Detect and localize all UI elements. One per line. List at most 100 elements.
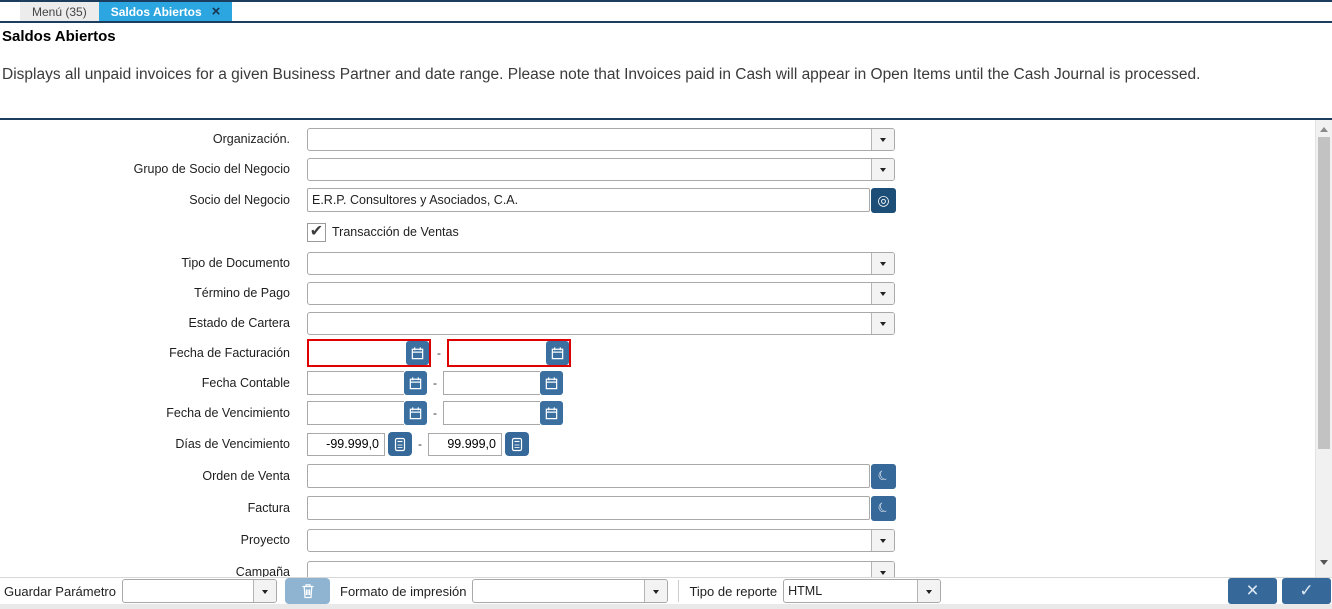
calendar-button[interactable] [404, 401, 427, 425]
report-type-value: HTML [788, 584, 823, 598]
orden-venta-lookup-button[interactable]: ☾ [871, 463, 896, 489]
dias-vencimiento-from-input[interactable] [307, 432, 385, 456]
confirm-button[interactable]: ✓ [1282, 578, 1331, 604]
report-type-select[interactable]: HTML [783, 579, 942, 603]
chevron-down-icon[interactable] [871, 158, 894, 180]
calendar-icon [545, 406, 558, 419]
fecha-facturacion-to-input[interactable] [449, 341, 546, 365]
chevron-down-icon[interactable] [871, 312, 894, 334]
fecha-contable-from-input[interactable] [307, 371, 404, 395]
calendar-button[interactable] [540, 401, 563, 425]
row-fecha-vencimiento: Fecha de Vencimiento - [0, 398, 1315, 428]
estado-cartera-value [308, 313, 871, 334]
cancel-button[interactable]: × [1228, 578, 1277, 604]
fecha-facturacion-from-input[interactable] [309, 341, 406, 365]
chevron-down-icon[interactable] [871, 128, 894, 150]
range-separator: - [433, 376, 437, 390]
factura-lookup-button[interactable]: ☾ [871, 495, 896, 521]
fecha-facturacion-to-field [447, 339, 571, 367]
toolbar-divider [678, 580, 680, 602]
grupo-socio-select[interactable] [307, 157, 895, 181]
chevron-down-icon[interactable] [917, 580, 941, 602]
transaccion-ventas-checkbox[interactable]: ✔ [307, 222, 326, 242]
chevron-down-icon[interactable] [644, 580, 668, 602]
business-partner-search-button[interactable]: ◎ [871, 187, 896, 213]
proyecto-select[interactable] [307, 528, 895, 552]
campana-select[interactable] [307, 560, 895, 577]
orden-venta-label: Orden de Venta [202, 469, 290, 483]
close-tab-icon[interactable]: × [211, 3, 221, 20]
organizacion-select[interactable] [307, 127, 895, 151]
proyecto-value [308, 530, 871, 551]
save-parameter-select[interactable] [122, 579, 277, 603]
save-parameter-value [123, 580, 253, 602]
row-termino-pago: Término de Pago [0, 278, 1315, 308]
lookup-icon: ☾ [874, 466, 892, 485]
delete-parameter-button[interactable] [285, 578, 330, 604]
termino-pago-label: Término de Pago [194, 286, 290, 300]
chevron-down-icon[interactable] [871, 529, 894, 551]
lookup-icon: ☾ [874, 498, 892, 517]
fecha-vencimiento-to-input[interactable] [443, 401, 540, 425]
row-estado-cartera: Estado de Cartera [0, 308, 1315, 338]
fecha-contable-label: Fecha Contable [201, 376, 290, 390]
scrollbar-thumb[interactable] [1318, 137, 1330, 449]
calendar-button[interactable] [406, 341, 429, 365]
fecha-contable-to-input[interactable] [443, 371, 540, 395]
tab-menu-label: Menú (35) [32, 4, 87, 19]
calendar-icon [409, 376, 422, 389]
chevron-down-icon[interactable] [871, 252, 894, 274]
estado-cartera-select[interactable] [307, 311, 895, 335]
fecha-facturacion-label: Fecha de Facturación [169, 346, 290, 360]
row-dias-vencimiento: Días de Vencimiento - [0, 428, 1315, 460]
cancel-x-icon: × [1246, 579, 1259, 602]
tipo-documento-value [308, 253, 871, 274]
fecha-vencimiento-label: Fecha de Vencimiento [166, 406, 290, 420]
chevron-down-icon[interactable] [871, 282, 894, 304]
transaccion-ventas-label: Transacción de Ventas [332, 225, 459, 239]
fecha-contable-from-field [307, 371, 427, 395]
confirm-check-icon: ✓ [1299, 581, 1314, 600]
termino-pago-value [308, 283, 871, 304]
tipo-documento-select[interactable] [307, 251, 895, 275]
scroll-down-icon[interactable] [1320, 560, 1328, 569]
parameter-form: Organización. Grupo de Socio del Negocio… [0, 120, 1315, 577]
row-grupo-socio: Grupo de Socio del Negocio [0, 154, 1315, 184]
dias-vencimiento-to-input[interactable] [428, 432, 502, 456]
campana-label: Campaña [235, 565, 290, 577]
fecha-vencimiento-from-input[interactable] [307, 401, 404, 425]
report-type-label: Tipo de reporte [689, 583, 778, 599]
scroll-up-icon[interactable] [1320, 123, 1328, 132]
organizacion-value [308, 129, 871, 150]
calendar-button[interactable] [540, 371, 563, 395]
chevron-down-icon[interactable] [871, 561, 894, 577]
tab-saldos-abiertos[interactable]: Saldos Abiertos × [98, 2, 233, 21]
socio-negocio-label: Socio del Negocio [189, 193, 290, 207]
calculator-icon [511, 437, 523, 451]
calendar-icon [409, 406, 422, 419]
calculator-button[interactable] [505, 432, 529, 456]
print-format-select[interactable] [472, 579, 669, 603]
row-orden-venta: Orden de Venta ☾ [0, 460, 1315, 492]
vertical-scrollbar[interactable] [1315, 120, 1332, 577]
tab-menu[interactable]: Menú (35) [20, 2, 99, 21]
calendar-button[interactable] [404, 371, 427, 395]
factura-input[interactable] [307, 496, 870, 520]
organizacion-label: Organización. [212, 132, 290, 146]
range-separator: - [433, 406, 437, 420]
calendar-button[interactable] [546, 341, 569, 365]
calculator-button[interactable] [388, 432, 412, 456]
range-separator: - [418, 437, 422, 451]
orden-venta-input[interactable] [307, 464, 870, 488]
factura-label: Factura [247, 501, 290, 515]
termino-pago-select[interactable] [307, 281, 895, 305]
fecha-vencimiento-to-field [443, 401, 563, 425]
print-format-label: Formato de impresión [340, 583, 467, 599]
tab-bar-underline [0, 21, 1332, 23]
print-format-value [473, 580, 644, 602]
socio-negocio-input[interactable] [307, 188, 870, 212]
chevron-down-icon[interactable] [253, 580, 276, 602]
save-parameter-label: Guardar Parámetro [4, 583, 116, 599]
fecha-facturacion-from-field [307, 339, 431, 367]
tab-saldos-abiertos-label: Saldos Abiertos [110, 4, 202, 19]
